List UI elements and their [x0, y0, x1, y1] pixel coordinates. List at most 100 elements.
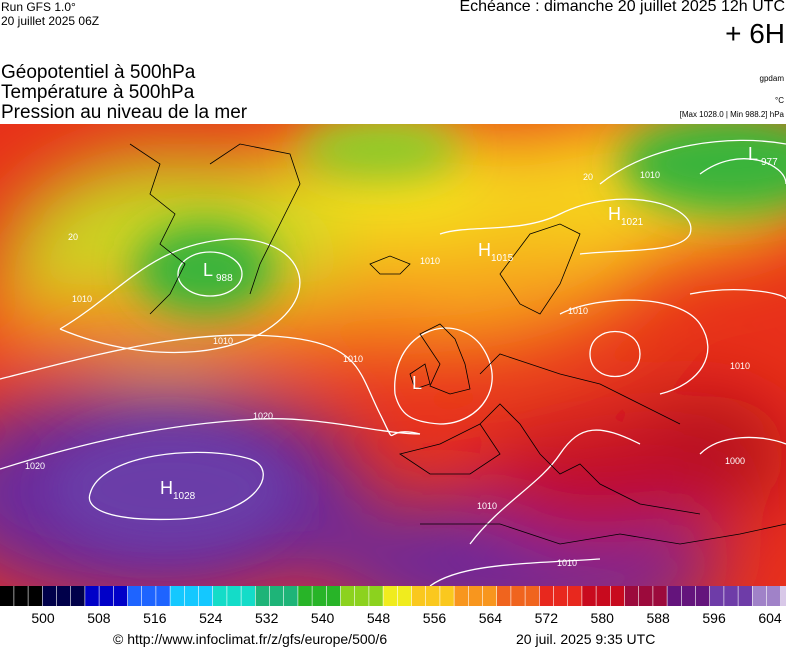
- colorbar-swatch: [482, 586, 497, 606]
- center-value: 977: [761, 157, 778, 168]
- colorbar-swatch: [596, 586, 610, 606]
- center-letter: H: [478, 240, 491, 260]
- colorbar-swatch: [28, 586, 42, 606]
- isobar-label: 1010: [730, 361, 750, 371]
- center-letter: L: [412, 373, 422, 393]
- colorbar-swatch: [227, 586, 241, 606]
- colorbar-swatch: [42, 586, 57, 606]
- isobars: [0, 139, 786, 586]
- colorbar-tick-label: 500: [31, 610, 55, 626]
- isobar-label: 1000: [725, 456, 745, 466]
- colorbar-swatch: [525, 586, 539, 606]
- colorbar-tick-label: 524: [199, 610, 223, 626]
- colorbar-swatch: [184, 586, 199, 606]
- isobar-label: 1010: [557, 558, 577, 568]
- colorbar-swatch: [695, 586, 710, 606]
- colorbar-swatch: [255, 586, 270, 606]
- colorbar-swatch: [568, 586, 582, 606]
- colorbar: 500 508 516 524 532 540 548 556 564 572 580 588 596 6…: [0, 586, 786, 626]
- colorbar-swatch: [298, 586, 312, 606]
- colorbar-tick-label: 548: [367, 610, 391, 626]
- unit-label: gpdam: [759, 74, 784, 83]
- source: © http://www.infoclimat.fr/z/gfs/europe/…: [113, 631, 388, 647]
- coastlines: [129, 143, 786, 545]
- colorbar-tick-label: 604: [758, 610, 782, 626]
- colorbar-swatch: [85, 586, 99, 606]
- colorbar-tick-label: 516: [143, 610, 167, 626]
- colorbar-swatch: [468, 586, 483, 606]
- colorbar-swatch: [127, 586, 142, 606]
- colorbar-swatch: [724, 586, 738, 606]
- colorbar-swatch: [269, 586, 284, 606]
- center-letter: L: [748, 144, 758, 164]
- colorbar-swatch: [681, 586, 696, 606]
- isobar-label: 1010: [213, 336, 233, 346]
- isobar-label: 1010: [640, 170, 660, 180]
- title: Température à 500hPa: [1, 82, 195, 103]
- colorbar-swatch: [738, 586, 752, 606]
- run-label: Run GFS 1.0°: [1, 0, 76, 14]
- colorbar-tick-label: 572: [535, 610, 559, 626]
- colorbar-swatch: [71, 586, 85, 606]
- colorbar-swatch: [667, 586, 681, 606]
- colorbar-swatch: [0, 586, 14, 606]
- center-value: 1021: [621, 217, 644, 228]
- pressure-center: L 988: [203, 260, 233, 284]
- isobar-label: 20: [583, 172, 593, 182]
- colorbar-swatch: [312, 586, 326, 606]
- colorbar-tick-label: 580: [591, 610, 615, 626]
- colorbar-tick-label: 588: [646, 610, 670, 626]
- colorbar-swatch: [639, 586, 653, 606]
- isobar-label: 1010: [420, 256, 440, 266]
- colorbar-swatch: [766, 586, 781, 606]
- colorbar-swatch: [156, 586, 170, 606]
- center-value: 1028: [173, 491, 196, 502]
- colorbar-swatch: [397, 586, 412, 606]
- center-letter: H: [608, 204, 621, 224]
- colorbar-swatch: [326, 586, 341, 606]
- colorbar-swatch: [511, 586, 525, 606]
- isobar-label: 1010: [72, 294, 92, 304]
- colorbar-swatch: [369, 586, 383, 606]
- isobar-label: 1020: [25, 461, 45, 471]
- colorbar-swatch: [14, 586, 28, 606]
- colorbar-swatch: [582, 586, 596, 606]
- center-value: 1015: [491, 253, 514, 264]
- colorbar-swatch: [142, 586, 156, 606]
- center-letter: H: [160, 478, 173, 498]
- pressure-center: H 1021: [608, 204, 644, 228]
- colorbar-swatch: [284, 586, 298, 606]
- pressure-center: H 1028: [160, 478, 196, 502]
- isobar-label: 1010: [568, 306, 588, 316]
- colorbar-swatch: [710, 586, 724, 606]
- echeance: Echéance : dimanche 20 juillet 2025 12h …: [459, 0, 785, 15]
- colorbar-swatch: [653, 586, 667, 606]
- colorbar-swatch: [198, 586, 213, 606]
- run-date: 20 juillet 2025 06Z: [1, 14, 100, 28]
- title: Géopotentiel à 500hPa: [1, 62, 196, 83]
- pressure-center: L: [412, 373, 422, 393]
- pressure-center: H 1015: [478, 240, 514, 264]
- colorbar-swatch: [56, 586, 71, 606]
- colorbar-swatch: [624, 586, 639, 606]
- isobar-label: 1010: [343, 354, 363, 364]
- colorbar-swatch: [170, 586, 184, 606]
- colorbar-tick-label: 596: [702, 610, 726, 626]
- colorbar-swatch: [752, 586, 767, 606]
- colorbar-swatch: [99, 586, 113, 606]
- colorbar-swatch: [113, 586, 128, 606]
- timestamp: 20 juil. 2025 9:35 UTC: [516, 631, 656, 647]
- colorbar-swatch: [553, 586, 568, 606]
- colorbar-tick-label: 508: [87, 610, 111, 626]
- center-value: 988: [216, 273, 233, 284]
- field: [0, 124, 786, 586]
- colorbar-swatch: [497, 586, 511, 606]
- offset: + 6H: [725, 18, 785, 49]
- unit-label: °C: [775, 96, 784, 105]
- colorbar-tick-label: 532: [255, 610, 279, 626]
- colorbar-swatch: [355, 586, 369, 606]
- isobar-label: 20: [68, 232, 78, 242]
- colorbar-swatch: [440, 586, 454, 606]
- colorbar-swatch: [213, 586, 227, 606]
